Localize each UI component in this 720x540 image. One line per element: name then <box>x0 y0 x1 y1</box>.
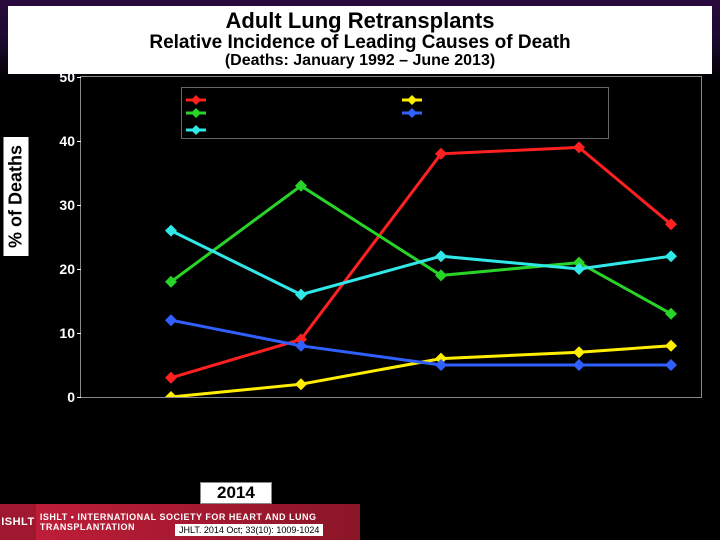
series-marker <box>165 225 177 237</box>
plot-region: 010203040500-30 Days (N=226)31 Days - 1 … <box>80 76 702 398</box>
series-line <box>171 346 671 397</box>
y-tick-label: 0 <box>67 389 75 405</box>
series-marker <box>295 289 307 301</box>
citation: JHLT. 2014 Oct; 33(10): 1009-1024 <box>175 524 323 536</box>
series-marker <box>295 378 307 390</box>
year-badge: 2014 <box>200 482 272 504</box>
series-marker <box>435 250 447 262</box>
series-line <box>171 231 671 295</box>
x-tick-label: >3 Years - 5 Years(N=80) <box>534 402 624 426</box>
title-range: (Deaths: January 1992 – June 2013) <box>8 52 712 70</box>
x-tick-label: 31 Days - 1 Year(N=306) <box>260 402 341 426</box>
series-marker <box>665 250 677 262</box>
x-tick-label: >1 Year - 3 Years(N=215) <box>399 402 483 426</box>
chart-area: % of Deaths 010203040500-30 Days (N=226)… <box>10 76 710 436</box>
series-marker <box>165 372 177 384</box>
y-tick-label: 30 <box>59 197 75 213</box>
title-panel: Adult Lung Retransplants Relative Incide… <box>8 6 712 74</box>
y-tick-label: 20 <box>59 261 75 277</box>
x-tick-label: >5 Years (N=106) <box>628 402 714 414</box>
series-marker <box>665 359 677 371</box>
chart-svg <box>81 77 701 397</box>
y-tick-label: 40 <box>59 133 75 149</box>
footer: 2014 ISHLT ISHLT • INTERNATIONAL SOCIETY… <box>0 494 720 540</box>
series-marker <box>573 359 585 371</box>
title-sub: Relative Incidence of Leading Causes of … <box>8 32 712 54</box>
x-tick-label: 0-30 Days (N=226) <box>124 402 217 414</box>
series-marker <box>165 314 177 326</box>
ishlt-logo-block: ISHLT <box>0 504 36 540</box>
series-line <box>171 320 671 365</box>
y-tick-label: 10 <box>59 325 75 341</box>
y-axis-label: % of Deaths <box>4 137 29 256</box>
series-marker <box>665 308 677 320</box>
series-marker <box>165 391 177 397</box>
series-line <box>171 186 671 314</box>
title-main: Adult Lung Retransplants <box>8 8 712 34</box>
series-marker <box>665 340 677 352</box>
series-marker <box>573 346 585 358</box>
y-tick-label: 50 <box>59 69 75 85</box>
